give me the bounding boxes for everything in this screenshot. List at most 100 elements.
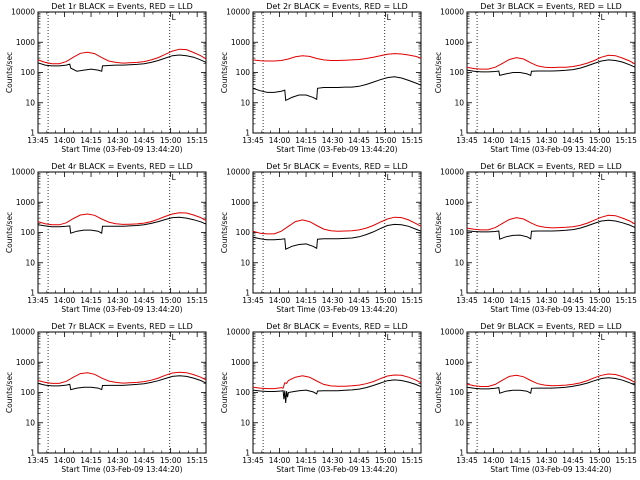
x-tick-label: 14:45 bbox=[348, 456, 370, 465]
chart-panel-8: Det 8r BLACK = Events, RED = LLD 1 10 100 10… bbox=[220, 322, 423, 474]
series-line-lld bbox=[466, 214, 636, 231]
y-tick-label: 10000 bbox=[11, 8, 35, 17]
chart-title: Det 6r BLACK = Events, RED = LLD bbox=[480, 162, 622, 171]
x-tick-label: 14:15 bbox=[80, 456, 102, 465]
x-tick-label: 15:00 bbox=[375, 296, 397, 305]
x-tick-label: 14:30 bbox=[536, 296, 558, 305]
marker-label: L bbox=[172, 333, 177, 342]
x-axis-label: Start Time (03-Feb-09 13:44:20) bbox=[490, 305, 611, 314]
series-line-events bbox=[466, 377, 636, 394]
y-axis-label: Counts/sec bbox=[220, 52, 229, 93]
series-line-events bbox=[252, 223, 422, 250]
series-line-lld bbox=[466, 373, 636, 387]
chart-title: Det 7r BLACK = Events, RED = LLD bbox=[51, 322, 193, 331]
x-tick-label: 15:15 bbox=[615, 456, 637, 465]
plot-frame bbox=[466, 11, 636, 134]
chart-title: Det 8r BLACK = Events, RED = LLD bbox=[266, 322, 408, 331]
x-tick-label: 15:00 bbox=[160, 296, 182, 305]
x-tick-label: 14:30 bbox=[322, 296, 344, 305]
y-axis-label: Counts/sec bbox=[5, 52, 14, 93]
x-tick-label: 14:30 bbox=[536, 136, 558, 145]
y-tick-label: 1000 bbox=[16, 358, 35, 367]
x-tick-label: 14:00 bbox=[54, 456, 76, 465]
x-axis-label: Start Time (03-Feb-09 13:44:20) bbox=[490, 465, 611, 474]
y-tick-label: 1 bbox=[30, 289, 35, 298]
x-tick-label: 14:30 bbox=[322, 136, 344, 145]
x-tick-label: 14:15 bbox=[295, 136, 317, 145]
y-axis-label: Counts/sec bbox=[220, 212, 229, 253]
y-tick-label: 10 bbox=[454, 258, 464, 267]
marker-label: L bbox=[172, 13, 177, 22]
x-tick-label: 14:45 bbox=[133, 296, 155, 305]
x-tick-label: 14:45 bbox=[133, 136, 155, 145]
series-line-lld bbox=[466, 54, 636, 70]
chart-panel-7: Det 7r BLACK = Events, RED = LLD 1 10 100 10… bbox=[5, 322, 208, 474]
x-tick-label: 14:00 bbox=[269, 296, 291, 305]
x-tick-label: 14:00 bbox=[269, 136, 291, 145]
chart-panel-9: Det 9r BLACK = Events, RED = LLD 1 10 100 10… bbox=[434, 322, 637, 474]
x-tick-label: 14:15 bbox=[80, 296, 102, 305]
x-tick-label: 14:00 bbox=[483, 456, 505, 465]
y-tick-label: 10 bbox=[240, 258, 250, 267]
x-tick-label: 14:30 bbox=[536, 456, 558, 465]
y-tick-label: 100 bbox=[450, 388, 465, 397]
y-tick-label: 100 bbox=[21, 388, 36, 397]
y-tick-label: 100 bbox=[236, 228, 251, 237]
x-tick-label: 15:15 bbox=[186, 296, 208, 305]
series-line-lld bbox=[252, 53, 422, 62]
x-tick-label: 14:30 bbox=[107, 296, 129, 305]
y-tick-label: 1 bbox=[459, 289, 464, 298]
y-tick-label: 1000 bbox=[445, 358, 464, 367]
y-tick-label: 1000 bbox=[231, 198, 250, 207]
x-tick-label: 14:30 bbox=[107, 136, 129, 145]
marker-label: L bbox=[601, 173, 606, 182]
series-line-lld bbox=[37, 48, 207, 65]
x-axis-label: Start Time (03-Feb-09 13:44:20) bbox=[276, 145, 397, 154]
x-tick-label: 13:45 bbox=[27, 296, 49, 305]
x-tick-label: 15:15 bbox=[401, 456, 423, 465]
x-tick-label: 14:15 bbox=[295, 296, 317, 305]
plot-frame bbox=[466, 171, 636, 294]
y-tick-label: 1000 bbox=[445, 198, 464, 207]
x-axis-label: Start Time (03-Feb-09 13:44:20) bbox=[276, 465, 397, 474]
x-axis-label: Start Time (03-Feb-09 13:44:20) bbox=[61, 465, 182, 474]
y-tick-label: 10000 bbox=[11, 168, 35, 177]
y-tick-label: 1000 bbox=[445, 38, 464, 47]
x-tick-label: 14:30 bbox=[322, 456, 344, 465]
plot-frame bbox=[252, 331, 422, 454]
y-tick-label: 10 bbox=[454, 98, 464, 107]
chart-title: Det 1r BLACK = Events, RED = LLD bbox=[51, 2, 193, 11]
x-tick-label: 13:45 bbox=[456, 136, 478, 145]
y-tick-label: 1000 bbox=[16, 198, 35, 207]
series-line-lld bbox=[37, 371, 207, 384]
y-tick-label: 1 bbox=[245, 449, 250, 458]
y-tick-label: 100 bbox=[450, 228, 465, 237]
x-tick-label: 14:45 bbox=[562, 136, 584, 145]
series-line-events bbox=[37, 216, 207, 235]
x-tick-label: 15:15 bbox=[186, 136, 208, 145]
y-tick-label: 10000 bbox=[440, 328, 464, 337]
y-tick-label: 1 bbox=[459, 449, 464, 458]
y-tick-label: 10000 bbox=[226, 328, 250, 337]
x-axis-label: Start Time (03-Feb-09 13:44:20) bbox=[61, 305, 182, 314]
x-tick-label: 14:45 bbox=[133, 456, 155, 465]
chart-panel-6: Det 6r BLACK = Events, RED = LLD 1 10 100 10… bbox=[434, 162, 637, 314]
x-tick-label: 14:45 bbox=[562, 456, 584, 465]
x-tick-label: 15:15 bbox=[401, 136, 423, 145]
x-tick-label: 15:15 bbox=[615, 136, 637, 145]
chart-title: Det 2r BLACK = Events, RED = LLD bbox=[266, 2, 408, 11]
chart-panel-4: Det 4r BLACK = Events, RED = LLD 1 10 100 10… bbox=[5, 162, 208, 314]
x-tick-label: 13:45 bbox=[27, 456, 49, 465]
chart-panel-2: Det 2r BLACK = Events, RED = LLD 1 10 100 10… bbox=[220, 2, 423, 154]
chart-panel-3: Det 3r BLACK = Events, RED = LLD 1 10 100 10… bbox=[434, 2, 637, 154]
marker-label: L bbox=[387, 333, 392, 342]
y-axis-label: Counts/sec bbox=[5, 372, 14, 413]
chart-panel-1: Det 1r BLACK = Events, RED = LLD 1 10 100 10… bbox=[5, 2, 208, 154]
y-axis-label: Counts/sec bbox=[5, 212, 14, 253]
x-tick-label: 15:00 bbox=[375, 136, 397, 145]
series-line-events bbox=[466, 59, 636, 77]
chart-panel-5: Det 5r BLACK = Events, RED = LLD 1 10 100 10… bbox=[220, 162, 423, 314]
y-tick-label: 10000 bbox=[226, 8, 250, 17]
y-tick-label: 10000 bbox=[226, 168, 250, 177]
